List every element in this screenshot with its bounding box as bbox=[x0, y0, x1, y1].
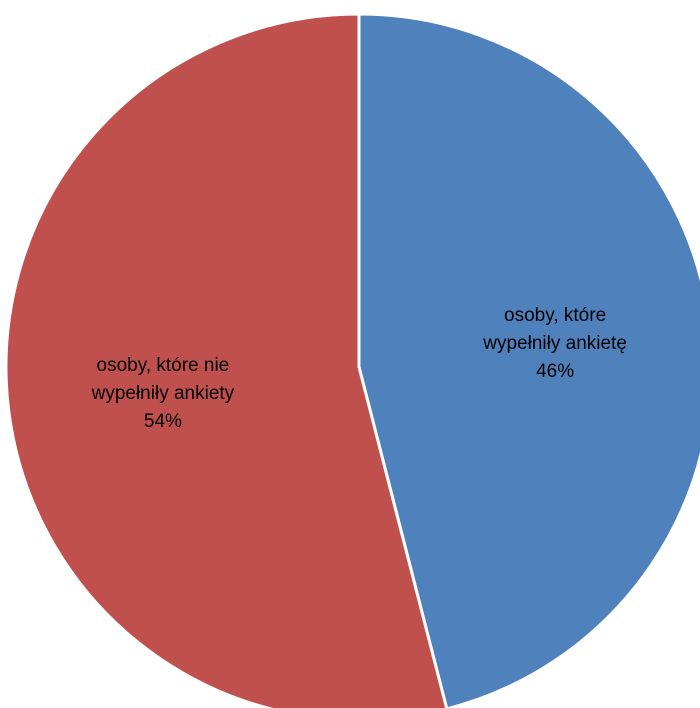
slice-percent-label: 46% bbox=[536, 361, 574, 382]
slice-category-label: osoby, które bbox=[504, 305, 606, 326]
slice-category-label: osoby, które nie bbox=[97, 355, 230, 376]
pie-slices bbox=[4, 12, 700, 708]
slice-category-label: wypełniły ankiety bbox=[91, 383, 235, 404]
slice-category-label: wypełniły ankietę bbox=[482, 333, 627, 354]
pie-slice-label-2: osoby, które nie wypełniły ankiety 54% bbox=[91, 355, 235, 432]
slice-percent-label: 54% bbox=[144, 411, 182, 432]
pie-slice-1 bbox=[357, 12, 700, 708]
pie-data-labels: osoby, które wypełniły ankietę 46%osoby, k… bbox=[91, 305, 627, 432]
pie-slice-label-1: osoby, które wypełniły ankietę 46% bbox=[482, 305, 627, 382]
pie-slice-2 bbox=[4, 12, 449, 708]
